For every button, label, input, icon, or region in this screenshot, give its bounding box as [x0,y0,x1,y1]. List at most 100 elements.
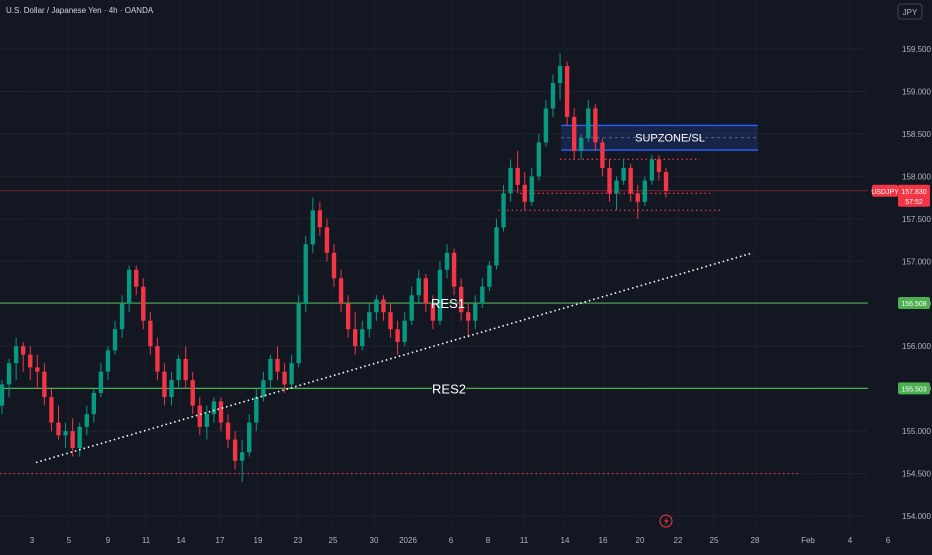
candle[interactable] [225,414,231,449]
candle[interactable] [466,303,471,338]
candle[interactable] [409,286,414,325]
candle[interactable] [437,261,443,325]
time-axis[interactable]: 3 5 9 11 14 17 19 23 25 30 2026 6 8 11 14 16 20 22 25 28 Feb… [30,536,891,545]
candle[interactable] [642,176,647,207]
candle[interactable] [0,380,5,415]
candle[interactable] [586,99,591,143]
res2-label[interactable]: RES2 [432,381,466,396]
candle[interactable] [430,295,436,330]
candle[interactable] [310,197,315,253]
candle[interactable] [317,201,323,236]
candle[interactable] [423,274,429,313]
candle[interactable] [13,337,19,381]
candle[interactable] [395,320,400,355]
candle[interactable] [105,346,111,381]
candle[interactable] [261,371,266,402]
candle[interactable] [621,159,626,185]
candle[interactable] [338,269,344,313]
candle[interactable] [49,388,54,432]
candle[interactable] [494,218,499,270]
candle[interactable] [84,405,89,436]
candle[interactable] [571,108,577,160]
candle[interactable] [28,346,33,381]
candle[interactable] [42,363,47,406]
candle[interactable] [239,439,245,483]
price-axis[interactable] [868,0,932,550]
candle[interactable] [649,155,655,185]
trendline[interactable] [35,252,754,464]
candle[interactable] [529,167,534,207]
currency-button[interactable]: JPY [897,3,923,20]
candle[interactable] [21,341,26,372]
candle[interactable] [77,422,82,457]
candle[interactable] [134,265,139,296]
candle[interactable] [282,363,287,393]
candle[interactable] [176,354,181,389]
candle[interactable] [345,295,351,338]
candle[interactable] [148,312,153,355]
candle[interactable] [458,278,464,321]
candle[interactable] [635,184,640,219]
candle[interactable] [543,99,549,147]
candle[interactable] [232,431,238,470]
candle[interactable] [557,53,563,100]
candle[interactable] [169,371,174,406]
candle[interactable] [183,346,188,389]
candle[interactable] [268,354,273,389]
level-price-tag[interactable]: 156.508 [898,297,930,310]
candle[interactable] [303,235,308,313]
candle[interactable] [190,371,195,415]
candle[interactable] [367,303,372,338]
candle[interactable] [162,363,167,406]
level-price-tag[interactable]: 155.503 [898,382,930,395]
candle[interactable] [98,363,104,398]
candle[interactable] [416,269,421,304]
candle[interactable] [663,167,669,198]
candle[interactable] [247,414,252,457]
candle[interactable] [254,388,259,432]
candle[interactable] [550,74,556,117]
candle[interactable] [402,312,407,347]
candle[interactable] [451,248,457,296]
candle[interactable] [218,397,224,432]
candle[interactable] [600,138,605,177]
candle[interactable] [593,104,598,151]
last-price-tag[interactable]: USDJPY 157.830 57:52 [871,184,930,207]
candle[interactable] [508,159,513,202]
lightning-icon[interactable] [659,514,673,528]
drawings[interactable]: RES1 RES2 SUPZONE/SL [35,133,754,464]
candle[interactable] [501,184,506,232]
candle[interactable] [155,337,160,381]
supzone-label[interactable]: SUPZONE/SL [635,133,705,145]
candle[interactable] [473,295,478,330]
candle[interactable] [63,422,68,449]
candle[interactable] [112,320,118,355]
candle[interactable] [480,278,485,308]
candle[interactable] [6,358,12,398]
res1-label[interactable]: RES1 [431,296,465,311]
candle[interactable] [126,265,132,313]
candle[interactable] [628,163,633,202]
candle[interactable] [35,354,40,389]
candles[interactable] [0,53,669,483]
candle[interactable] [56,405,61,440]
candle[interactable] [353,312,358,355]
candle[interactable] [564,61,570,126]
candle[interactable] [275,346,280,381]
candle[interactable] [197,397,202,436]
candle[interactable] [579,133,584,160]
candle[interactable] [381,295,386,321]
candle[interactable] [91,388,97,423]
candle[interactable] [522,172,527,211]
candle[interactable] [487,261,492,291]
candle[interactable] [515,150,520,194]
candle[interactable] [119,295,125,338]
candle[interactable] [296,295,301,368]
candle[interactable] [331,244,337,287]
candle[interactable] [360,320,365,351]
candle[interactable] [141,278,146,330]
candle[interactable] [204,405,210,440]
candle[interactable] [70,418,75,457]
